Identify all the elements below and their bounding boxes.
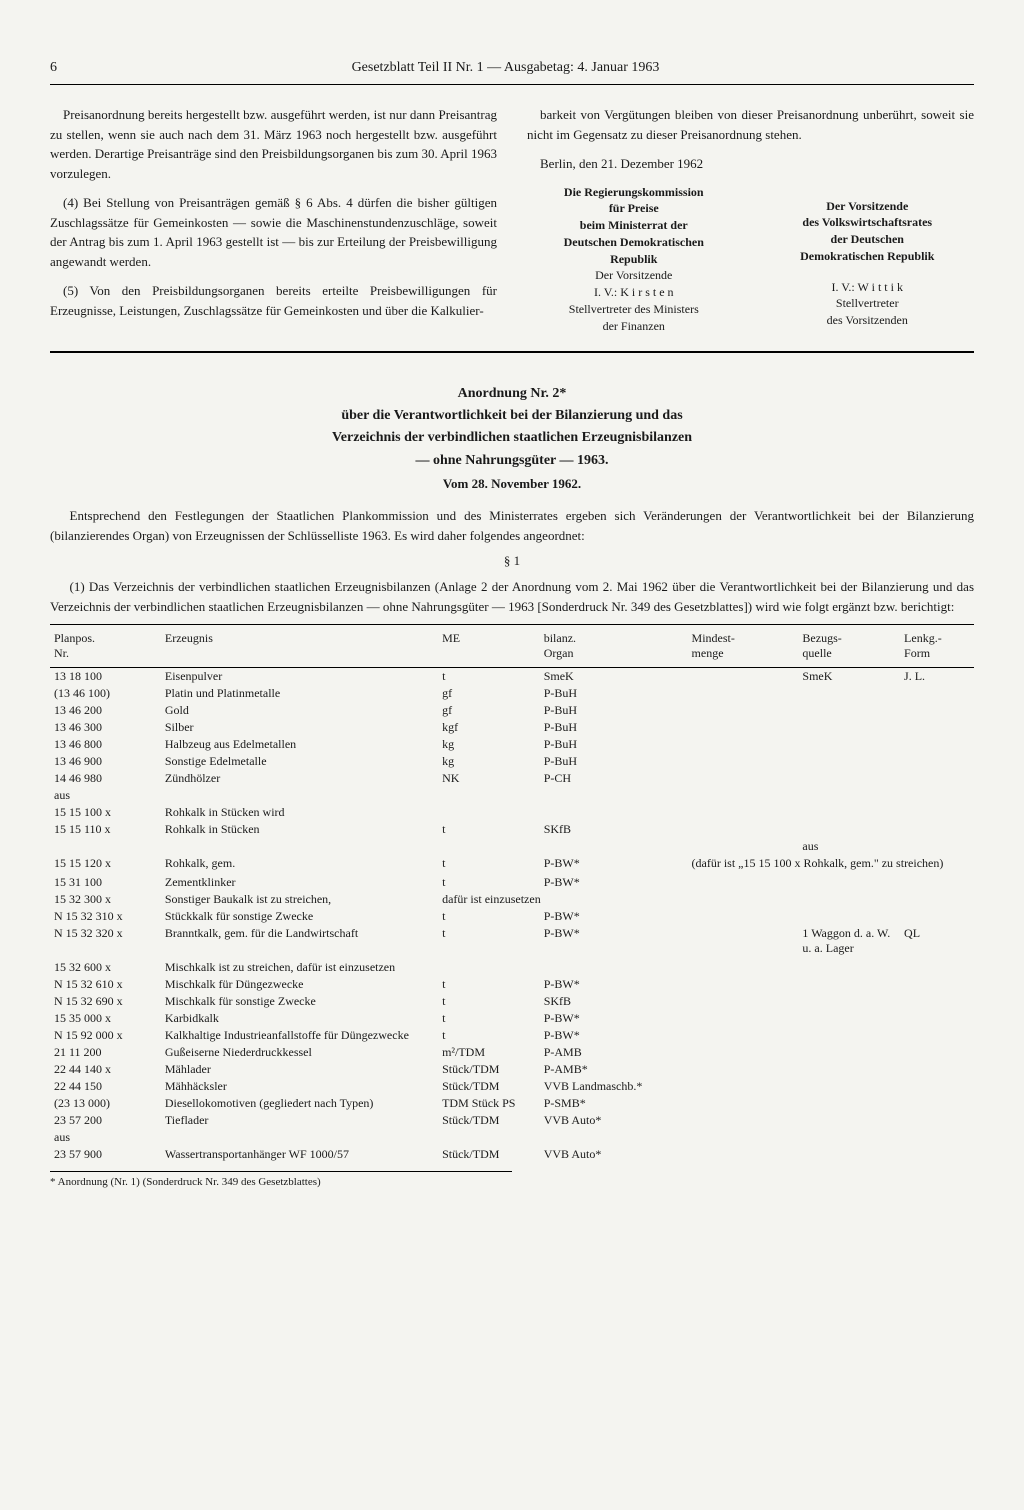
table-row: 15 15 100 xRohkalk in Stücken wird (50, 804, 974, 821)
th-me: ME (438, 625, 540, 668)
page-number: 6 (50, 60, 57, 76)
table-header-row: Planpos. Nr. Erzeugnis ME bilanz. Organ … (50, 625, 974, 668)
two-column-block: Preisanordnung bereits hergestellt bzw. … (50, 105, 974, 335)
table-row: N 15 32 320 xBranntkalk, gem. für die La… (50, 925, 974, 957)
table-row: 13 46 200GoldgfP-BuH (50, 702, 974, 719)
table-row: 15 15 120 xRohkalk, gem.tP-BW*(dafür ist… (50, 855, 974, 872)
section-divider (50, 351, 974, 353)
th-bilanz: bilanz. Organ (540, 625, 688, 668)
table-row: 21 11 200Gußeiserne Niederdruckkesselm²/… (50, 1044, 974, 1061)
table-row: N 15 32 610 xMischkalk für DüngezwecketP… (50, 976, 974, 993)
table-row: 15 15 110 xRohkalk in StückentSKfB (50, 821, 974, 838)
signature-right: Der Vorsitzende des Volkswirtschaftsrate… (761, 184, 975, 335)
header-rule (50, 84, 974, 85)
erzeugnis-table: Planpos. Nr. Erzeugnis ME bilanz. Organ … (50, 624, 974, 1163)
table-row: 22 44 140 xMähladerStück/TDMP-AMB* (50, 1061, 974, 1078)
para-5-cont: barkeit von Vergütungen bleiben von dies… (527, 105, 974, 144)
paragraph-number: § 1 (50, 553, 974, 569)
header-title: Gesetzblatt Teil II Nr. 1 — Ausgabetag: … (57, 60, 954, 76)
table-row: aus (50, 1129, 974, 1146)
th-erzeugnis: Erzeugnis (161, 625, 438, 668)
th-planpos: Planpos. Nr. (50, 625, 161, 668)
date-line: Berlin, den 21. Dezember 1962 (527, 154, 974, 174)
table-row: N 15 32 690 xMischkalk für sonstige Zwec… (50, 993, 974, 1010)
table-row: 14 46 980ZündhölzerNKP-CH (50, 770, 974, 787)
table-row: aus (50, 838, 974, 855)
table-row: 13 46 300SilberkgfP-BuH (50, 719, 974, 736)
signature-left: Die Regierungskommission für Preise beim… (527, 184, 741, 335)
table-row: 15 32 300 xSonstiger Baukalk ist zu stre… (50, 891, 974, 908)
footnote: * Anordnung (Nr. 1) (Sonderdruck Nr. 349… (50, 1171, 512, 1188)
table-row: 23 57 200TiefladerStück/TDMVVB Auto* (50, 1112, 974, 1129)
table-body: 13 18 100EisenpulvertSmeKSmeKJ. L.(13 46… (50, 668, 974, 1164)
th-bezugs: Bezugs- quelle (798, 625, 900, 668)
para-3-cont: Preisanordnung bereits hergestellt bzw. … (50, 105, 497, 183)
anordnung-title: Anordnung Nr. 2* über die Verantwortlich… (50, 383, 974, 473)
th-mindest: Mindest- menge (688, 625, 799, 668)
table-row: 13 46 900Sonstige EdelmetallekgP-BuH (50, 753, 974, 770)
signature-row: Die Regierungskommission für Preise beim… (527, 184, 974, 335)
table-row: 23 57 900Wassertransportanhänger WF 1000… (50, 1146, 974, 1163)
page-header: 6 Gesetzblatt Teil II Nr. 1 — Ausgabetag… (50, 60, 974, 76)
right-column: barkeit von Vergütungen bleiben von dies… (527, 105, 974, 335)
table-row: N 15 32 310 xStückkalk für sonstige Zwec… (50, 908, 974, 925)
para-4: (4) Bei Stellung von Preisanträgen gemäß… (50, 193, 497, 271)
table-row: (23 13 000)Diesellokomotiven (gegliedert… (50, 1095, 974, 1112)
anordnung-date: Vom 28. November 1962. (50, 476, 974, 492)
table-row: aus (50, 787, 974, 804)
table-row: (13 46 100)Platin und PlatinmetallegfP-B… (50, 685, 974, 702)
table-row: N 15 92 000 xKalkhaltige Industrieanfall… (50, 1027, 974, 1044)
para-5: (5) Von den Preisbildungsorganen bereits… (50, 281, 497, 320)
table-row: 15 35 000 xKarbidkalktP-BW* (50, 1010, 974, 1027)
intro-text: Entsprechend den Festlegungen der Staatl… (50, 506, 974, 545)
table-row: 22 44 150MähhäckslerStück/TDMVVB Landmas… (50, 1078, 974, 1095)
table-row: 13 46 800Halbzeug aus EdelmetallenkgP-Bu… (50, 736, 974, 753)
para-1-text: (1) Das Verzeichnis der verbindlichen st… (50, 577, 974, 616)
table-row: 13 18 100EisenpulvertSmeKSmeKJ. L. (50, 668, 974, 686)
th-lenkg: Lenkg.- Form (900, 625, 974, 668)
table-row: 15 31 100ZementklinkertP-BW* (50, 874, 974, 891)
left-column: Preisanordnung bereits hergestellt bzw. … (50, 105, 497, 335)
table-row: 15 32 600 xMischkalk ist zu streichen, d… (50, 959, 974, 976)
